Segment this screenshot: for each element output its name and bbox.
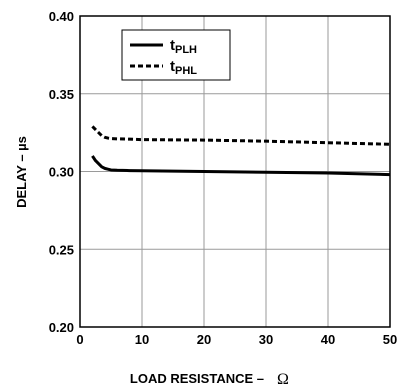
x-axis-label: LOAD RESISTANCE – — [130, 371, 264, 386]
series-line-tplh — [91, 155, 391, 177]
x-tick-label: 20 — [197, 332, 211, 347]
x-tick-label: 0 — [76, 332, 83, 347]
y-tick-label: 0.35 — [49, 87, 74, 102]
y-tick-label: 0.20 — [49, 320, 74, 335]
y-tick-label: 0.25 — [49, 242, 74, 257]
x-axis-unit: Ω — [277, 371, 289, 388]
y-tick-label: 0.40 — [49, 9, 74, 24]
legend: tPLH tPHL — [121, 29, 231, 81]
tick-labels: 0 10 20 30 40 50 0.20 0.25 0.30 0.35 0.40 — [49, 9, 398, 347]
y-tick-label: 0.30 — [49, 165, 74, 180]
legend-label-tphl: tPHL — [170, 58, 197, 77]
y-axis-label: DELAY – µs — [14, 136, 29, 208]
x-tick-label: 40 — [321, 332, 335, 347]
x-tick-label: 50 — [383, 332, 397, 347]
legend-label-tplh: tPLH — [170, 37, 197, 56]
x-tick-label: 30 — [259, 332, 273, 347]
series-line-tphl — [91, 125, 391, 146]
x-tick-label: 10 — [135, 332, 149, 347]
legend-box — [121, 29, 231, 81]
plot-frame — [79, 15, 391, 328]
series-lines — [91, 125, 391, 177]
